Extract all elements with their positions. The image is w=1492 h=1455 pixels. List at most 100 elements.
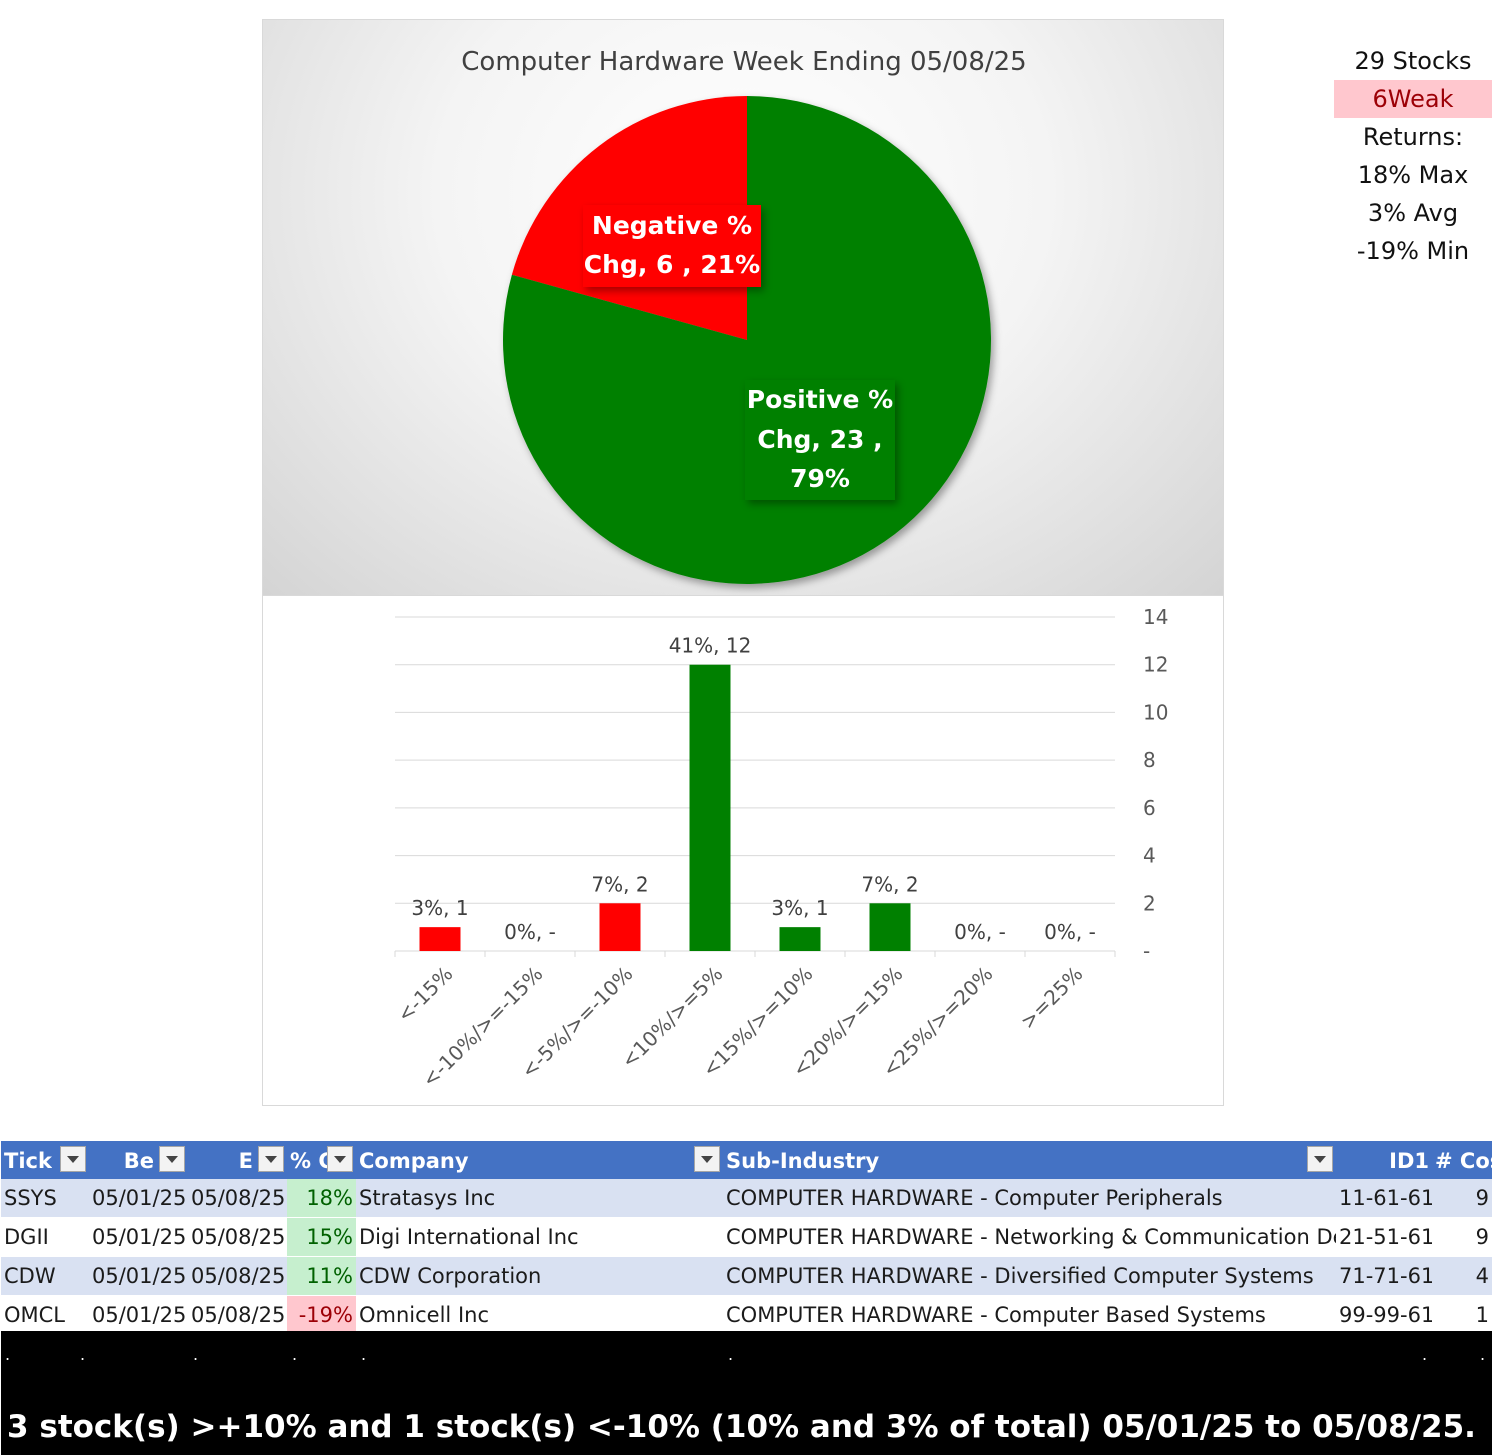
pct-change-cell[interactable]: 11%	[287, 1256, 356, 1296]
negative-label-line1: Negative %	[592, 211, 752, 240]
avg-return: 3% Avg	[1367, 199, 1459, 227]
min-return: -19% Min	[1356, 237, 1470, 265]
pct-change-cell[interactable]: 18%	[287, 1179, 356, 1218]
summary-bar: . . . . . . . . 3 stock(s) >+10% and 1 s…	[1, 1331, 1492, 1455]
filter-dropdown-icon[interactable]	[694, 1146, 720, 1172]
placeholder-dot: .	[80, 1345, 86, 1364]
id1-cell[interactable]: 11-61-61	[1336, 1179, 1432, 1218]
y-tick-label: 10	[1143, 700, 1168, 724]
ticker-cell[interactable]: OMCL	[1, 1295, 89, 1335]
x-category-label: >=25%	[1015, 962, 1087, 1034]
header-begin[interactable]: Be	[89, 1141, 188, 1179]
begin-date-cell[interactable]: 05/01/25	[89, 1217, 188, 1257]
bar-data-label: 0%, -	[1044, 920, 1096, 944]
table-row[interactable]: CDW 05/01/25 05/08/25 11% CDW Corporatio…	[1, 1256, 1492, 1296]
filter-dropdown-icon[interactable]	[327, 1146, 353, 1172]
max-return: 18% Max	[1357, 161, 1469, 189]
num-cos-cell[interactable]: 1	[1432, 1295, 1492, 1335]
sub-industry-cell[interactable]: COMPUTER HARDWARE - Diversified Computer…	[723, 1256, 1336, 1296]
end-date-cell[interactable]: 05/08/25	[188, 1179, 287, 1218]
pct-change-cell[interactable]: -19%	[287, 1295, 356, 1335]
y-tick-label: 14	[1143, 605, 1168, 629]
bar-data-label: 0%, -	[504, 920, 556, 944]
bar	[419, 927, 461, 951]
sub-industry-cell[interactable]: COMPUTER HARDWARE - Computer Peripherals	[723, 1179, 1336, 1218]
table-row[interactable]: DGII 05/01/25 05/08/25 15% Digi Internat…	[1, 1217, 1492, 1257]
bar-data-label: 7%, 2	[591, 872, 648, 896]
header-end[interactable]: E	[188, 1141, 287, 1179]
ticker-cell[interactable]: DGII	[1, 1217, 89, 1257]
begin-date-cell[interactable]: 05/01/25	[89, 1256, 188, 1296]
stocks-table: Tick Be E % C Company Sub-Industry ID1 #…	[1, 1141, 1492, 1335]
placeholder-dot: .	[292, 1345, 298, 1364]
header-sub-industry[interactable]: Sub-Industry	[723, 1141, 1336, 1179]
positive-label-line1: Positive %	[747, 385, 893, 414]
weak-count: 6Weak	[1334, 80, 1492, 118]
company-cell[interactable]: CDW Corporation	[356, 1256, 723, 1296]
id1-cell[interactable]: 21-51-61	[1336, 1217, 1432, 1257]
num-cos-cell[interactable]: 4	[1432, 1256, 1492, 1296]
bar-chart-panel: -2 4 6 8 10 12 14 3%, 1 <-15% 0%, - <-10%/>=-15% 7%…	[262, 596, 1224, 1106]
id1-cell[interactable]: 71-71-61	[1336, 1256, 1432, 1296]
company-cell[interactable]: Digi International Inc	[356, 1217, 723, 1257]
positive-label-line2: Chg, 23 ,	[757, 425, 882, 454]
table-row[interactable]: SSYS 05/01/25 05/08/25 18% Stratasys Inc…	[1, 1179, 1492, 1218]
num-cos-cell[interactable]: 9	[1432, 1217, 1492, 1257]
table-row[interactable]: OMCL 05/01/25 05/08/25 -19% Omnicell Inc…	[1, 1295, 1492, 1335]
table-header-row: Tick Be E % C Company Sub-Industry ID1 #…	[1, 1141, 1492, 1179]
pie-chart: Computer Hardware Week Ending 05/08/25 N…	[461, 47, 1027, 584]
sub-industry-cell[interactable]: COMPUTER HARDWARE - Networking & Communi…	[723, 1217, 1336, 1257]
header-num-cos[interactable]: # Cos	[1432, 1141, 1492, 1179]
y-tick-label: 2	[1143, 891, 1156, 915]
filter-dropdown-icon[interactable]	[60, 1146, 86, 1172]
bar	[599, 903, 641, 951]
filter-dropdown-icon[interactable]	[159, 1146, 185, 1172]
placeholder-dot: .	[361, 1345, 367, 1364]
id1-cell[interactable]: 99-99-61	[1336, 1295, 1432, 1335]
x-category-label: <-15%	[392, 962, 457, 1027]
header-pct-change[interactable]: % C	[287, 1141, 356, 1179]
positive-label-line3: 79%	[790, 464, 850, 493]
returns-label: Returns:	[1362, 123, 1464, 151]
pie-chart-panel: Computer Hardware Week Ending 05/08/25 N…	[262, 19, 1224, 596]
summary-stats: 29 Stocks 6Weak Returns: 18% Max 3% Avg …	[1334, 42, 1492, 270]
y-tick-label: 4	[1143, 844, 1156, 868]
bar-data-label: 3%, 1	[411, 896, 468, 920]
y-tick-label: -	[1143, 939, 1150, 963]
company-cell[interactable]: Omnicell Inc	[356, 1295, 723, 1335]
placeholder-dot: .	[728, 1345, 734, 1364]
ticker-cell[interactable]: SSYS	[1, 1179, 89, 1218]
pct-change-cell[interactable]: 15%	[287, 1217, 356, 1257]
sub-industry-cell[interactable]: COMPUTER HARDWARE - Computer Based Syste…	[723, 1295, 1336, 1335]
y-tick-label: 12	[1143, 653, 1168, 677]
pie-chart-title: Computer Hardware Week Ending 05/08/25	[461, 47, 1026, 77]
bar-data-label: 0%, -	[954, 920, 1006, 944]
bar-data-label: 3%, 1	[771, 896, 828, 920]
num-cos-cell[interactable]: 9	[1432, 1179, 1492, 1218]
bar	[689, 664, 731, 951]
summary-text: 3 stock(s) >+10% and 1 stock(s) <-10% (1…	[7, 1409, 1476, 1445]
end-date-cell[interactable]: 05/08/25	[188, 1295, 287, 1335]
filter-dropdown-icon[interactable]	[1307, 1146, 1333, 1172]
placeholder-dot: .	[1480, 1345, 1486, 1364]
end-date-cell[interactable]: 05/08/25	[188, 1256, 287, 1296]
placeholder-dot: .	[5, 1345, 11, 1364]
y-tick-label: 8	[1143, 748, 1156, 772]
stock-count: 29 Stocks	[1354, 47, 1472, 75]
company-cell[interactable]: Stratasys Inc	[356, 1179, 723, 1218]
begin-date-cell[interactable]: 05/01/25	[89, 1295, 188, 1335]
negative-label-line2: Chg, 6 , 21%	[584, 250, 760, 279]
header-ticker[interactable]: Tick	[1, 1141, 89, 1179]
filter-dropdown-icon[interactable]	[258, 1146, 284, 1172]
negative-label-box	[583, 205, 761, 287]
header-company[interactable]: Company	[356, 1141, 723, 1179]
header-id1[interactable]: ID1	[1336, 1141, 1432, 1179]
begin-date-cell[interactable]: 05/01/25	[89, 1179, 188, 1218]
ticker-cell[interactable]: CDW	[1, 1256, 89, 1296]
y-tick-label: 6	[1143, 796, 1156, 820]
bar	[869, 903, 911, 951]
end-date-cell[interactable]: 05/08/25	[188, 1217, 287, 1257]
placeholder-dot: .	[193, 1345, 199, 1364]
bar	[779, 927, 821, 951]
